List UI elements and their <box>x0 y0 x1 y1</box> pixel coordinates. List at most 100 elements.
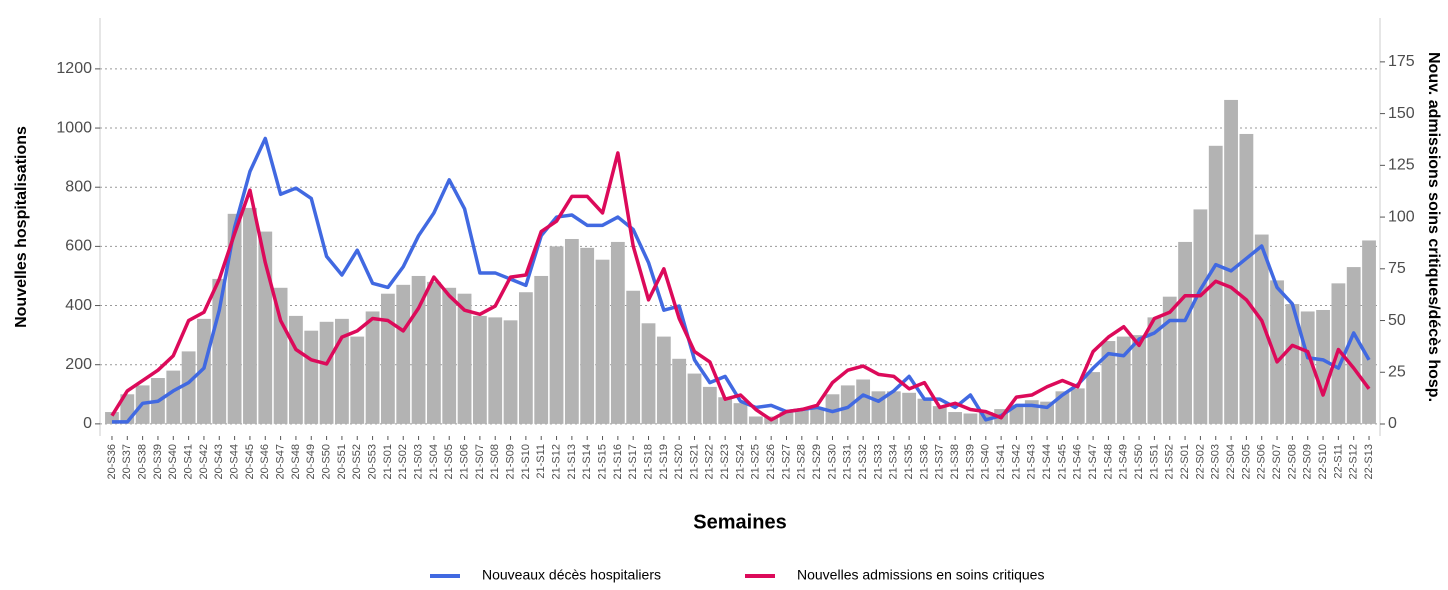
x-tick-label: 21-S18 <box>642 444 654 479</box>
x-tick-label: 20-S46 <box>259 444 271 479</box>
x-tick-label: 20-S43 <box>213 444 225 479</box>
x-tick-label: 22-S03 <box>1210 444 1222 479</box>
x-tick-label: 21-S35 <box>903 444 915 479</box>
x-tick-label: 20-S51 <box>336 444 348 479</box>
x-tick-label: 21-S40 <box>980 444 992 479</box>
bar <box>856 379 871 424</box>
bar <box>1178 241 1192 424</box>
x-tick-label: 22-S08 <box>1286 444 1298 479</box>
bar <box>564 238 579 424</box>
x-tick-label: 21-S30 <box>826 444 838 479</box>
x-tick-label: 22-S04 <box>1225 444 1237 479</box>
bar <box>289 315 303 424</box>
x-tick-label: 20-S45 <box>244 444 256 479</box>
legend-label: Nouveaux décès hospitaliers <box>482 567 661 583</box>
y-tick-label: 1200 <box>56 60 92 77</box>
x-tick-label: 21-S23 <box>719 444 731 479</box>
x-tick-label: 22-S11 <box>1332 444 1344 479</box>
x-tick-label: 21-S05 <box>443 444 455 479</box>
x-tick-label: 21-S22 <box>704 444 716 479</box>
x-tick-label: 21-S51 <box>1148 444 1160 479</box>
x-tick-label: 21-S17 <box>627 444 639 479</box>
x-tick-label: 21-S49 <box>1118 444 1130 479</box>
x-tick-label: 22-S10 <box>1317 444 1329 479</box>
x-tick-label: 21-S52 <box>1164 444 1176 479</box>
x-tick-label: 21-S15 <box>596 444 608 479</box>
y-tick-label: 800 <box>65 178 92 195</box>
y2-tick-label: 25 <box>1388 363 1406 380</box>
bar <box>319 321 334 424</box>
x-tick-label: 20-S50 <box>320 444 332 479</box>
bar <box>426 281 441 424</box>
x-tick-label: 21-S14 <box>581 444 593 479</box>
x-tick-label: 21-S32 <box>857 444 869 479</box>
bar <box>794 409 809 424</box>
x-tick-label: 21-S10 <box>520 444 532 479</box>
x-tick-label: 21-S31 <box>842 444 854 479</box>
bar <box>733 403 748 424</box>
bar <box>488 317 503 424</box>
x-tick-label: 21-S44 <box>1041 444 1053 479</box>
y-tick-label: 200 <box>65 356 92 373</box>
x-tick-label: 20-S52 <box>351 444 363 479</box>
bar <box>626 290 641 424</box>
bar <box>227 213 242 424</box>
bar <box>1254 234 1269 424</box>
x-tick-label: 20-S42 <box>198 444 210 479</box>
x-tick-label: 20-S36 <box>106 444 118 479</box>
x-tick-label: 21-S13 <box>566 444 578 479</box>
x-tick-label: 20-S41 <box>183 444 195 479</box>
bar <box>825 394 840 424</box>
line-series <box>110 151 1371 422</box>
x-tick-label: 21-S29 <box>811 444 823 479</box>
x-tick-label: 22-S01 <box>1179 444 1191 479</box>
bar <box>166 370 181 424</box>
x-tick-label: 22-S06 <box>1256 444 1268 479</box>
bar <box>580 247 595 424</box>
x-tick-label: 21-S20 <box>673 444 685 479</box>
bar <box>273 287 288 424</box>
bar <box>181 351 196 424</box>
bar <box>1101 341 1116 424</box>
bar <box>396 284 411 424</box>
bar <box>1346 267 1361 424</box>
x-tick-label: 21-S41 <box>995 444 1007 479</box>
x-tick-label: 22-S02 <box>1194 444 1206 479</box>
bar <box>656 336 671 424</box>
bar <box>702 386 717 424</box>
bar <box>1086 372 1100 424</box>
y2-axis-title: Nouv. admissions soins critiques/décès h… <box>1425 52 1442 402</box>
x-tick-label: 21-S48 <box>1102 444 1114 479</box>
y2-tick-label: 75 <box>1388 260 1406 277</box>
bar <box>1239 133 1254 424</box>
bar <box>457 293 472 424</box>
line-series <box>111 136 1371 424</box>
x-tick-label: 22-S13 <box>1363 444 1375 479</box>
bar <box>963 413 978 424</box>
bar <box>886 391 901 424</box>
bar <box>442 287 457 424</box>
x-tick-label: 20-S47 <box>275 444 287 479</box>
bar <box>105 412 119 424</box>
y2-tick-label: 175 <box>1388 53 1415 70</box>
y-tick-label: 0 <box>83 415 92 432</box>
x-tick-label: 21-S43 <box>1026 444 1038 479</box>
x-tick-label: 20-S40 <box>167 444 179 479</box>
bar <box>1147 317 1162 424</box>
x-tick-label: 20-S44 <box>229 444 241 479</box>
x-tick-label: 21-S50 <box>1133 444 1145 479</box>
bar <box>595 259 610 424</box>
x-tick-label: 21-S11 <box>535 444 547 479</box>
bar <box>243 207 257 424</box>
x-tick-label: 22-S05 <box>1240 444 1252 479</box>
x-tick-label: 21-S25 <box>750 444 762 479</box>
bar <box>1316 309 1330 424</box>
x-tick-label: 20-S39 <box>152 444 164 479</box>
bar <box>549 246 564 424</box>
x-tick-label: 20-S38 <box>137 444 149 479</box>
x-tick-label: 21-S03 <box>412 444 424 479</box>
bar <box>672 358 687 424</box>
x-tick-label: 21-S27 <box>780 444 792 479</box>
x-tick-label: 21-S26 <box>765 444 777 479</box>
